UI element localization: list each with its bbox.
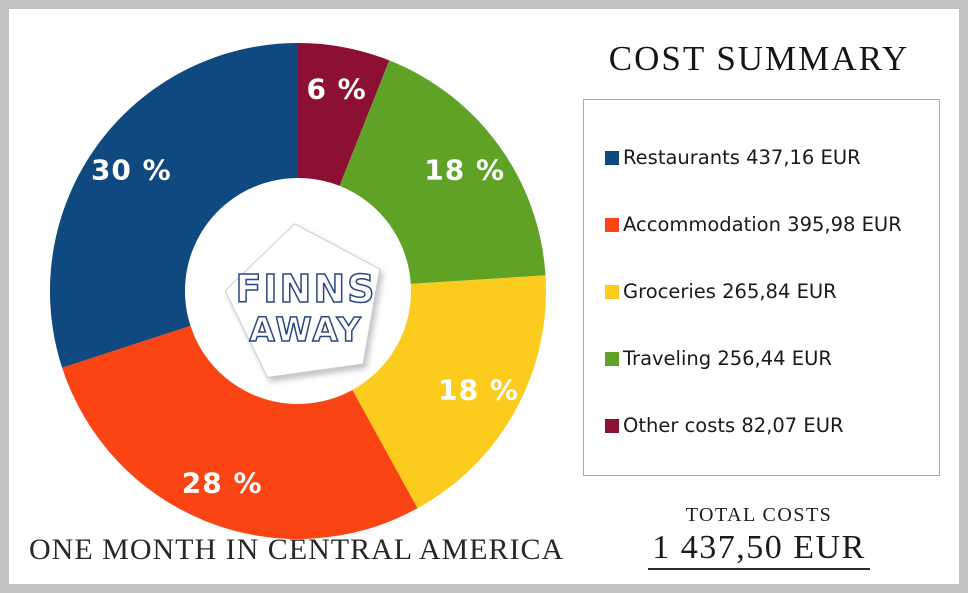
donut-svg xyxy=(49,42,546,540)
pie-slice-groceries xyxy=(352,275,546,509)
legend-label-accommodation: Accommodation 395,98 EUR xyxy=(623,213,902,236)
pie-slice-other-costs xyxy=(298,42,390,186)
pie-slice-accommodation xyxy=(62,325,418,540)
legend: Restaurants 437,16 EUR Accommodation 395… xyxy=(583,99,940,476)
legend-label-restaurants: Restaurants 437,16 EUR xyxy=(623,146,861,169)
logo-pentagon xyxy=(224,223,381,378)
chart-title: COST SUMMARY xyxy=(608,39,910,78)
percent-label-other-costs: 6 % xyxy=(306,72,367,106)
legend-label-other-costs: Other costs 82,07 EUR xyxy=(623,414,844,437)
legend-item-accommodation: Accommodation 395,98 EUR xyxy=(584,191,939,258)
chart-caption: ONE MONTH IN CENTRAL AMERICA xyxy=(29,533,565,566)
pie-slice-restaurants xyxy=(49,43,299,368)
legend-label-traveling: Traveling 256,44 EUR xyxy=(623,347,832,370)
percent-label-groceries: 18 % xyxy=(438,373,519,407)
total-costs-label: TOTAL COSTS xyxy=(685,504,833,526)
legend-marker-restaurants xyxy=(605,150,619,165)
pie-slice-traveling xyxy=(339,60,546,284)
legend-item-other-costs: Other costs 82,07 EUR xyxy=(584,392,939,459)
donut-chart: FINNS AWAY 6 % 18 % 18 % 28 % 30 % xyxy=(49,42,547,540)
legend-marker-groceries xyxy=(605,284,619,299)
infographic-canvas: FINNS AWAY 6 % 18 % 18 % 28 % 30 % COST SUMM… xyxy=(9,9,959,584)
legend-item-traveling: Traveling 256,44 EUR xyxy=(584,325,939,392)
legend-item-restaurants: Restaurants 437,16 EUR xyxy=(584,124,939,191)
percent-label-accommodation: 28 % xyxy=(181,466,263,500)
total-costs-block: TOTAL COSTS 1 437,50 EUR xyxy=(574,504,944,570)
logo-text-finns: FINNS xyxy=(235,267,376,311)
legend-item-groceries: Groceries 265,84 EUR xyxy=(584,258,939,325)
legend-marker-other-costs xyxy=(605,418,619,433)
finnsaway-logo: FINNS AWAY xyxy=(221,220,391,390)
percent-label-restaurants: 30 % xyxy=(90,153,172,187)
total-costs-value: 1 437,50 EUR xyxy=(648,529,870,570)
legend-label-groceries: Groceries 265,84 EUR xyxy=(623,280,837,303)
logo-text-away: AWAY xyxy=(249,310,362,349)
legend-marker-accommodation xyxy=(605,217,619,232)
percent-label-traveling: 18 % xyxy=(424,153,506,187)
legend-marker-traveling xyxy=(605,351,619,366)
